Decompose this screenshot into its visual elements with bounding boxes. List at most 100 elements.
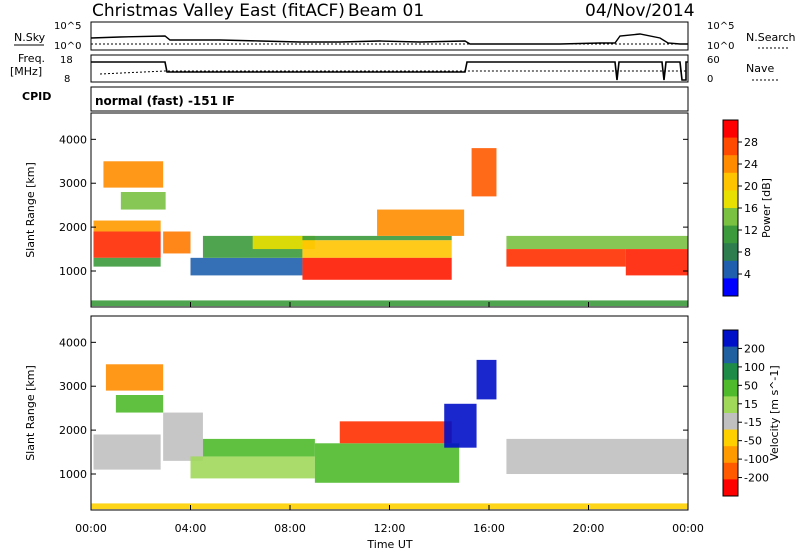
y-tick-label: 3000 — [59, 380, 87, 393]
power-colorbar-swatch — [723, 278, 738, 297]
power-colorbar-swatch — [723, 155, 738, 174]
power-echo-band — [302, 240, 452, 258]
cpid-panel-frame — [90, 86, 689, 112]
velocity-colorbar-tick-label: -15 — [744, 416, 762, 429]
y-tick-label: 1000 — [59, 468, 87, 481]
power-colorbar-swatch — [723, 172, 738, 191]
power-echo-band — [302, 257, 452, 280]
velocity-data — [91, 359, 688, 510]
velocity-echo-band — [506, 438, 688, 475]
nave-label: Nave — [746, 62, 774, 75]
freq-line — [91, 61, 688, 81]
power-echo-band — [103, 161, 164, 188]
velocity-colorbar: 200 100 50 15 -15 -50 -100 -200 Velocity [m s^-… — [722, 329, 781, 497]
x-tick-label: 04:00 — [175, 522, 207, 535]
power-echo-band — [93, 231, 161, 258]
cpid-panel: CPID normal (fast) -151 IF — [22, 86, 689, 112]
noise-tick-left-top: 10^5 — [54, 21, 81, 32]
power-colorbar-swatch — [723, 225, 738, 244]
time-x-axis: 00:00 04:00 08:00 12:00 16:00 20:00 00:00 — [75, 302, 704, 535]
power-echo-band — [120, 192, 166, 210]
nsky-label: N.Sky — [14, 31, 46, 44]
velocity-echo-band — [93, 434, 161, 470]
velocity-colorbar-tick-label: 100 — [744, 361, 765, 374]
power-echo-band — [93, 257, 161, 267]
power-ylabel: Slant Range [km] — [24, 162, 37, 258]
x-tick-label: 12:00 — [374, 522, 406, 535]
x-tick-label: 00:00 — [672, 522, 704, 535]
plot-title: Christmas Valley East (fitACF) — [92, 1, 345, 21]
power-echo-band — [252, 235, 315, 250]
velocity-echo-band — [202, 438, 315, 457]
noise-tick-right-bottom: 10^0 — [707, 41, 734, 52]
power-echo-band — [506, 249, 626, 267]
freq-panel-frame — [90, 54, 689, 83]
velocity-ylabel: Slant Range [km] — [24, 365, 37, 461]
cpid-mode-text: normal (fast) -151 IF — [95, 94, 235, 108]
velocity-colorbar-tick-label: 50 — [744, 379, 758, 392]
power-colorbar-swatch — [723, 208, 738, 227]
power-echo-band — [506, 235, 688, 250]
velocity-colorbar-swatch — [723, 379, 738, 397]
x-tick-label: 20:00 — [573, 522, 605, 535]
nave-tick-bottom: 0 — [707, 74, 713, 85]
y-tick-label: 4000 — [59, 336, 87, 349]
beam-label: Beam 01 — [348, 1, 424, 21]
power-colorbar-tick-label: 24 — [744, 158, 758, 171]
power-colorbar-tick-label: 28 — [744, 136, 758, 149]
power-echo-band — [625, 249, 688, 276]
nsky-line — [90, 33, 688, 45]
velocity-colorbar-tick-label: -200 — [744, 472, 769, 485]
nave-line — [99, 70, 688, 75]
freq-tick-bottom: 8 — [64, 74, 70, 85]
velocity-echo-band — [476, 359, 497, 400]
noise-tick-left-bottom: 10^0 — [54, 41, 81, 52]
velocity-echo-band — [444, 403, 477, 448]
velocity-colorbar-swatch — [723, 479, 738, 497]
velocity-colorbar-tick-label: -100 — [744, 453, 769, 466]
y-tick-label: 2000 — [59, 424, 87, 437]
power-colorbar-swatch — [723, 190, 738, 209]
power-echo-band — [377, 209, 465, 236]
power-colorbar-tick-label: 8 — [744, 246, 751, 259]
velocity-colorbar-swatch — [723, 446, 738, 464]
power-colorbar-swatch — [723, 120, 738, 139]
freq-label-line1: Freq. — [18, 52, 45, 65]
velocity-colorbar-tick-label: 200 — [744, 342, 765, 355]
velocity-echo-band — [115, 395, 164, 413]
y-tick-label: 1000 — [59, 265, 87, 278]
power-colorbar-tick-label: 12 — [744, 224, 758, 237]
power-echo-band — [93, 220, 161, 232]
velocity-colorbar-frame — [722, 329, 739, 497]
velocity-echo-band — [163, 412, 203, 461]
velocity-colorbar-tick-label: -50 — [744, 435, 762, 448]
nsearch-label: N.Search — [746, 31, 796, 44]
x-tick-label: 00:00 — [75, 522, 107, 535]
velocity-colorbar-swatch — [723, 363, 738, 381]
nave-tick-top: 60 — [707, 55, 720, 66]
cpid-label: CPID — [22, 90, 51, 103]
power-data — [91, 148, 688, 307]
y-tick-label: 3000 — [59, 177, 87, 190]
power-colorbar-tick-label: 20 — [744, 180, 758, 193]
power-echo-band — [190, 257, 303, 276]
velocity-colorbar-swatch — [723, 413, 738, 431]
power-echo-band — [302, 235, 452, 241]
freq-label-line2: [MHz] — [10, 65, 42, 78]
velocity-colorbar-swatch — [723, 346, 738, 364]
power-colorbar-label: Power [dB] — [760, 178, 773, 238]
y-tick-label: 4000 — [59, 133, 87, 146]
power-panel: 1000 2000 3000 4000 Slant Range [km] — [24, 112, 689, 308]
power-y-axis: 1000 2000 3000 4000 — [59, 133, 688, 278]
power-colorbar-tick-label: 16 — [744, 202, 758, 215]
velocity-colorbar-label: Velocity [m s^-1] — [768, 365, 781, 460]
velocity-echo-band — [190, 456, 315, 479]
velocity-y-axis: 1000 2000 3000 4000 — [59, 336, 688, 481]
velocity-colorbar-swatch — [723, 396, 738, 414]
y-tick-label: 2000 — [59, 221, 87, 234]
x-tick-label: 08:00 — [274, 522, 306, 535]
power-colorbar-swatch — [723, 243, 738, 262]
velocity-panel: 1000 2000 3000 4000 Slant Range [km] 00:00 0… — [24, 302, 704, 551]
noise-panel: N.Sky 10^5 10^0 10^5 10^0 N.Search — [14, 21, 796, 52]
